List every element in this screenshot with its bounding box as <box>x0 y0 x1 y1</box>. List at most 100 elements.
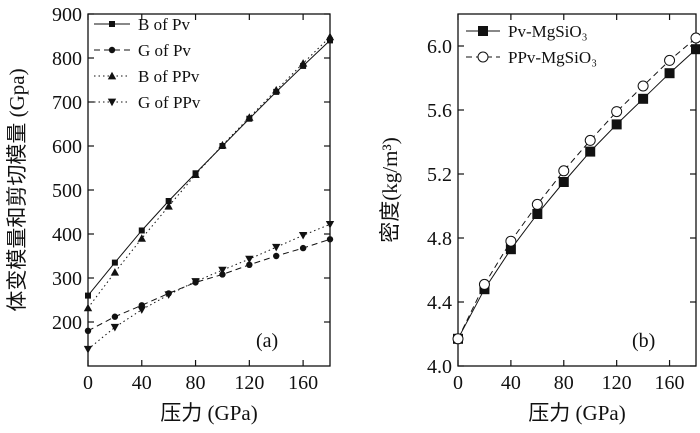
data-point <box>664 68 675 79</box>
legend-marker <box>478 26 488 36</box>
data-point <box>325 32 335 41</box>
data-point <box>326 236 334 243</box>
y-tick-label: 800 <box>52 48 82 70</box>
data-point <box>637 80 649 92</box>
data-point <box>272 243 281 252</box>
panel-a-label: (a) <box>256 330 278 352</box>
panel-a-series <box>83 32 335 354</box>
panel-b-x-axis-title: 压力 (GPa) <box>528 401 625 425</box>
data-point <box>219 271 226 278</box>
data-point <box>218 140 227 149</box>
data-point <box>452 333 464 345</box>
data-point <box>83 345 93 354</box>
data-point <box>611 106 623 118</box>
panel-b-y-axis-title: 密度(kg/m³) <box>378 137 402 242</box>
x-tick-label: 160 <box>288 372 318 394</box>
x-tick-label: 0 <box>453 372 463 394</box>
x-tick-label: 80 <box>186 372 206 394</box>
data-point <box>505 244 516 255</box>
y-tick-label: 200 <box>52 312 82 334</box>
panel-a-y-axis-title: 体变模量和剪切模量 (Gpa) <box>5 68 29 311</box>
data-point <box>245 113 254 121</box>
data-point <box>299 244 307 252</box>
legend-marker <box>109 21 115 27</box>
data-point <box>638 93 649 104</box>
x-tick-label: 40 <box>132 372 152 394</box>
y-tick-label: 5.2 <box>427 164 452 186</box>
y-tick-label: 300 <box>52 268 82 290</box>
data-point <box>111 313 119 320</box>
series-line <box>87 40 331 296</box>
legend-marker <box>107 71 117 80</box>
data-point <box>111 259 118 266</box>
data-point <box>584 134 596 146</box>
x-tick-label: 120 <box>602 372 632 394</box>
panel-a-legend: B of Pv G of Pv B of PPv G of PPv <box>94 15 201 112</box>
y-tick-label: 500 <box>52 180 82 202</box>
data-point <box>138 227 145 234</box>
data-point <box>137 234 146 242</box>
panel-b-density-chart: 0 40 80 120 160 4.0 4.4 4.8 5.2 5.6 6.0 压力 (GPa) 密… <box>378 13 700 425</box>
data-point <box>585 146 596 157</box>
data-point <box>164 202 173 210</box>
y-tick-label: 900 <box>52 4 82 26</box>
data-point <box>246 261 253 268</box>
data-point <box>558 165 570 177</box>
data-point <box>165 198 172 204</box>
y-tick-label: 4.0 <box>427 356 452 378</box>
data-point <box>558 177 569 187</box>
panel-b-ticks: 0 40 80 120 160 4.0 4.4 4.8 5.2 5.6 6.0 <box>427 14 696 394</box>
series-line <box>457 37 697 340</box>
x-tick-label: 0 <box>83 372 93 394</box>
data-point <box>325 220 335 229</box>
data-point <box>691 44 700 55</box>
data-point <box>191 278 200 286</box>
series-line <box>87 223 331 350</box>
data-point <box>110 323 120 332</box>
data-point <box>611 119 622 130</box>
data-point <box>164 291 173 299</box>
y-tick-label: 4.8 <box>427 228 452 250</box>
panel-b-series <box>452 32 700 345</box>
panel-a-ticks: 0 40 80 120 160 200 300 400 500 600 700 800 900 <box>52 4 330 394</box>
x-tick-label: 80 <box>554 372 574 394</box>
data-point <box>272 85 281 94</box>
panel-a-x-axis-title: 压力 (GPa) <box>160 401 257 425</box>
data-point <box>690 32 700 44</box>
data-point <box>245 255 254 264</box>
data-point <box>191 170 200 178</box>
data-point <box>532 209 543 219</box>
data-point <box>505 235 517 247</box>
legend-marker <box>108 46 116 54</box>
legend-label: G of PPv <box>138 93 201 112</box>
legend-label: G of Pv <box>138 41 191 60</box>
panel-a-moduli-chart: 0 40 80 120 160 200 300 400 500 600 700 800 900 压力 (… <box>5 4 335 425</box>
y-tick-label: 6.0 <box>427 36 452 58</box>
data-point <box>273 252 280 260</box>
x-tick-label: 40 <box>501 372 521 394</box>
legend-marker <box>477 51 489 63</box>
data-point <box>664 54 676 66</box>
y-tick-label: 4.4 <box>427 292 452 314</box>
legend-marker <box>107 98 117 107</box>
legend-label: B of Pv <box>138 15 190 34</box>
legend-label: B of PPv <box>138 67 200 86</box>
series-line <box>87 238 331 332</box>
x-tick-label: 160 <box>655 372 685 394</box>
panel-b-legend: Pv-MgSiO₃ PPv-MgSiO₃ <box>466 22 597 67</box>
panel-b-label: (b) <box>632 330 655 352</box>
data-point <box>531 198 543 210</box>
y-tick-label: 5.6 <box>427 100 452 122</box>
y-tick-label: 700 <box>52 92 82 114</box>
legend-label: PPv-MgSiO₃ <box>508 48 597 67</box>
data-point <box>137 306 146 314</box>
data-point <box>327 37 333 44</box>
panel-b-plot-frame <box>457 13 697 367</box>
data-point <box>218 266 227 275</box>
data-point <box>84 327 92 334</box>
series-line <box>87 36 331 309</box>
data-point <box>85 292 91 299</box>
data-point <box>298 231 308 240</box>
data-point <box>110 268 120 276</box>
